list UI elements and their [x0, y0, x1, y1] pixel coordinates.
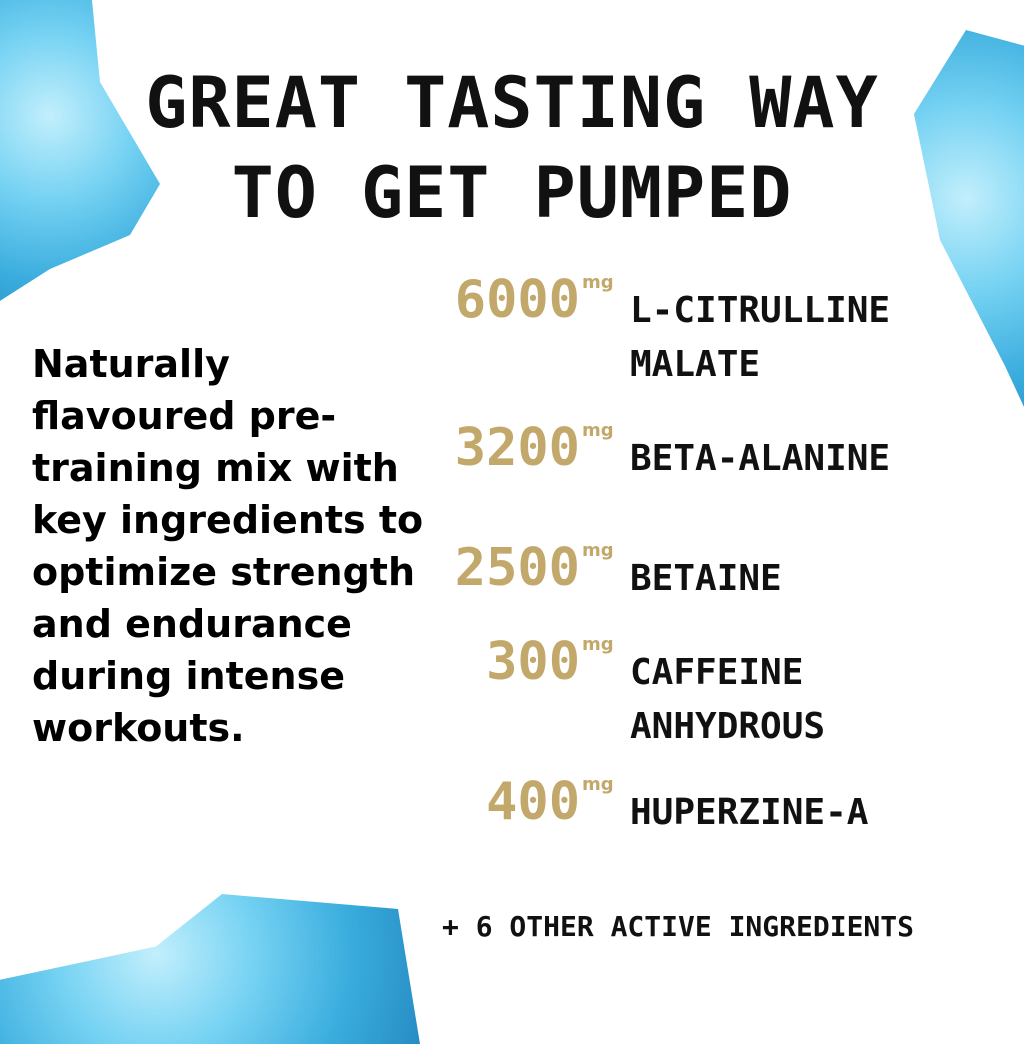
ingredient-amount: 300 — [486, 632, 580, 692]
headline-line-2: TO GET PUMPED — [231, 152, 793, 234]
ingredient-name: L-CITRULLINE MALATE — [630, 290, 891, 385]
ingredient-row: 400 mg HUPERZINE-A — [420, 774, 980, 840]
other-ingredients-note: + 6 OTHER ACTIVE INGREDIENTS — [442, 910, 915, 943]
ingredient-row: 3200 mg BETA-ALANINE — [420, 420, 980, 486]
ingredient-name: CAFFEINE ANHYDROUS — [630, 652, 826, 747]
ingredient-unit: mg — [582, 634, 614, 655]
ingredient-row: 6000 mg L-CITRULLINE MALATE — [420, 272, 980, 392]
ingredient-name: HUPERZINE-A — [630, 792, 869, 833]
ingredient-amount: 400 — [486, 772, 580, 832]
ingredient-name: BETAINE — [630, 558, 782, 599]
ingredient-unit: mg — [582, 540, 614, 561]
ingredient-amount: 3200 — [454, 418, 580, 478]
headline-line-1: GREAT TASTING WAY — [145, 62, 879, 144]
ingredient-unit: mg — [582, 420, 614, 441]
ice-decoration — [0, 894, 420, 1044]
ingredient-row: 2500 mg BETAINE — [420, 540, 980, 606]
headline: GREAT TASTING WAY TO GET PUMPED — [0, 58, 1024, 238]
description: Naturally flavoured pre-training mix wit… — [32, 342, 424, 750]
ingredient-unit: mg — [582, 272, 614, 293]
ingredient-amount: 2500 — [454, 538, 580, 598]
ingredient-unit: mg — [582, 774, 614, 795]
ingredient-amount: 6000 — [454, 270, 580, 330]
ingredient-name: BETA-ALANINE — [630, 438, 891, 479]
ingredient-row: 300 mg CAFFEINE ANHYDROUS — [420, 634, 980, 754]
